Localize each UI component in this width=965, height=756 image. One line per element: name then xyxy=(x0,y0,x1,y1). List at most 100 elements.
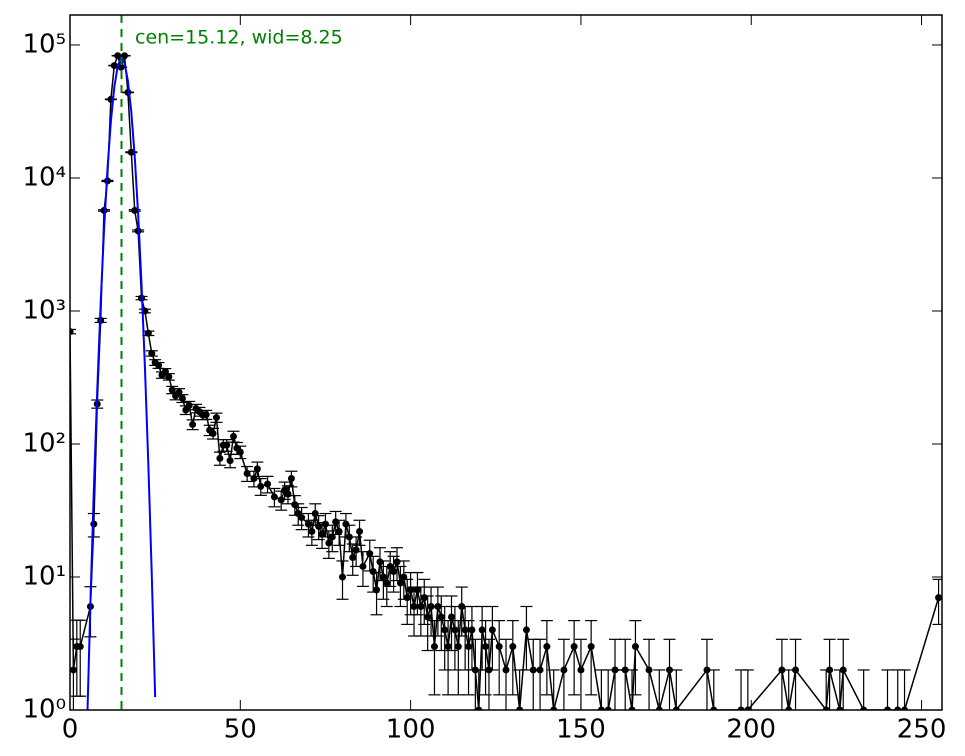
data-point xyxy=(366,550,374,558)
error-bar xyxy=(585,620,598,696)
data-point xyxy=(70,328,74,336)
data-point xyxy=(369,567,377,575)
error-bar xyxy=(557,638,570,710)
data-point xyxy=(308,527,316,535)
data-point xyxy=(577,666,585,674)
data-point xyxy=(441,626,449,634)
data-point xyxy=(529,666,537,674)
data-point xyxy=(451,626,459,634)
data-point xyxy=(356,527,364,535)
data-point xyxy=(390,567,398,575)
data-point xyxy=(597,706,605,710)
y-tick-label: 10⁰ xyxy=(22,695,66,725)
data-point xyxy=(328,533,336,541)
data-point xyxy=(516,706,524,710)
data-point xyxy=(434,603,442,611)
data-point xyxy=(376,558,384,566)
data-point xyxy=(448,613,455,621)
data-point xyxy=(318,530,326,538)
data-point xyxy=(339,573,346,581)
data-point xyxy=(420,594,428,602)
data-point xyxy=(509,643,517,651)
x-tick-label: 250 xyxy=(897,715,947,745)
data-point xyxy=(189,421,197,429)
data-point xyxy=(403,594,411,602)
axes-frame xyxy=(69,14,943,711)
data-point xyxy=(502,666,510,674)
y-tick-label: 10⁴ xyxy=(22,162,66,192)
data-point xyxy=(304,520,312,528)
error-bar xyxy=(932,578,942,626)
y-tick-label: 10¹ xyxy=(22,561,66,591)
data-point xyxy=(373,586,381,594)
data-point xyxy=(284,490,292,498)
data-point xyxy=(270,493,278,501)
x-tick-label: 50 xyxy=(224,715,257,745)
data-point xyxy=(744,706,752,710)
data-point xyxy=(321,520,329,528)
data-point xyxy=(202,411,210,419)
data-point xyxy=(475,706,483,710)
data-point xyxy=(175,388,183,396)
annotation: cen=15.12, wid=8.25 xyxy=(135,27,343,49)
data-point xyxy=(628,706,636,710)
data-point xyxy=(884,706,891,710)
data-point xyxy=(826,666,834,674)
data-point xyxy=(379,573,387,581)
data-point xyxy=(236,448,244,456)
data-point xyxy=(666,666,673,674)
data-point xyxy=(839,666,847,674)
data-point xyxy=(417,603,425,611)
data-point xyxy=(178,394,186,402)
data-point xyxy=(645,666,653,674)
error-bar xyxy=(741,669,754,710)
data-point xyxy=(444,643,452,651)
data-point xyxy=(901,706,909,710)
x-tick-label: 100 xyxy=(386,715,436,745)
data-point xyxy=(792,666,800,674)
data-point xyxy=(386,562,394,570)
data-point xyxy=(621,666,629,674)
data-point xyxy=(410,603,418,611)
data-point xyxy=(349,554,357,562)
data-point xyxy=(424,613,432,621)
data-point xyxy=(611,666,619,674)
data-point xyxy=(396,579,404,587)
data-point xyxy=(121,52,128,60)
data-point xyxy=(131,206,139,214)
data-point xyxy=(264,480,272,488)
data-point xyxy=(359,562,367,570)
data-point xyxy=(253,465,261,473)
data-point xyxy=(345,533,353,541)
data-point xyxy=(287,475,295,483)
data-point xyxy=(325,539,333,547)
data-point xyxy=(778,666,786,674)
data-point xyxy=(114,52,122,60)
data-point xyxy=(144,329,152,337)
data-point xyxy=(822,706,830,710)
error-bar xyxy=(506,620,519,696)
data-point xyxy=(737,706,745,710)
error-bar xyxy=(837,638,850,710)
data-point xyxy=(604,706,612,710)
data-point xyxy=(550,706,558,710)
data-point xyxy=(342,520,350,528)
data-point xyxy=(543,643,551,651)
data-point xyxy=(495,643,503,651)
data-point xyxy=(226,457,234,465)
error-bar xyxy=(700,638,713,710)
error-bar xyxy=(857,669,870,710)
data-point xyxy=(400,573,408,581)
y-tick-label: 10³ xyxy=(22,295,66,325)
data-point xyxy=(315,522,323,530)
data-point xyxy=(70,666,77,674)
data-point xyxy=(216,454,224,462)
data-point xyxy=(257,482,265,490)
error-bar xyxy=(500,638,512,710)
data-point xyxy=(468,626,476,634)
error-bar xyxy=(469,638,482,710)
data-point xyxy=(383,579,391,587)
error-bar xyxy=(643,638,656,710)
data-point xyxy=(454,643,462,651)
